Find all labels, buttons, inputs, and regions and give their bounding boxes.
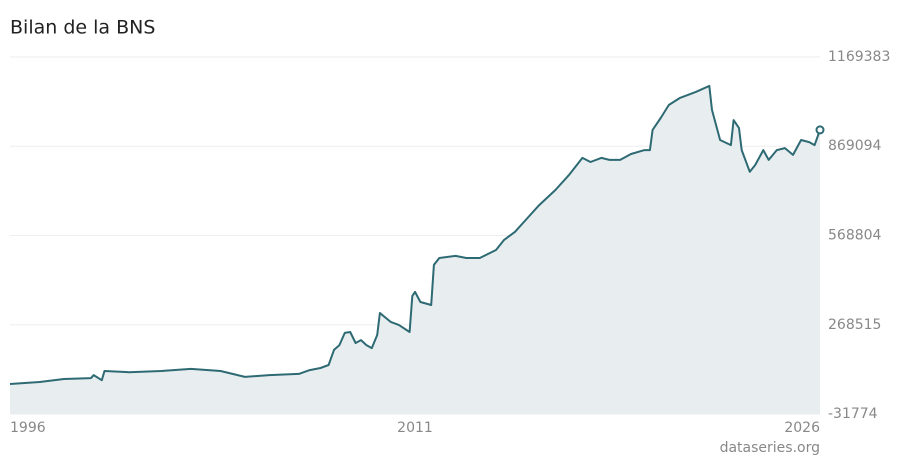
end-marker (815, 125, 825, 135)
x-tick-label: 1996 (10, 420, 46, 436)
y-tick-label: 1169383 (828, 49, 890, 65)
x-tick-label: 2026 (784, 420, 820, 436)
y-tick-label: 869094 (828, 138, 882, 154)
x-tick-label: 2011 (397, 420, 433, 436)
y-tick-label: -31774 (828, 406, 878, 422)
area (10, 85, 820, 415)
y-tick-label: 268515 (828, 317, 881, 333)
y-tick-label: 568804 (828, 228, 882, 244)
chart-title: Bilan de la BNS (10, 17, 155, 39)
line (9, 84, 821, 385)
source: dataseries.org (720, 440, 820, 456)
